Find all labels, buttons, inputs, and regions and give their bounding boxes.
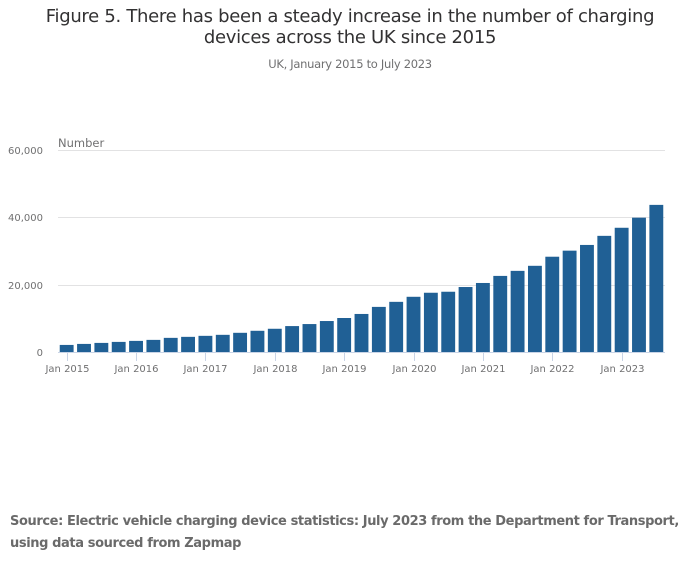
source-note: Source: Electric vehicle charging device… <box>10 514 679 551</box>
bar[interactable]: Apr 2016: 3,600 <box>146 339 161 352</box>
bar[interactable]: Oct 2017: 6,300 <box>250 330 265 352</box>
bar[interactable]: Jan 2016: 3,300 <box>129 340 143 352</box>
bar[interactable]: Jul 2015: 2,700 <box>94 342 109 352</box>
bar[interactable]: Apr 2023: 39,900 <box>632 217 646 352</box>
bar[interactable]: Apr 2017: 5,100 <box>215 334 230 352</box>
x-tick-label: Jan 2023 <box>599 364 644 375</box>
x-tick-label: Jan 2018 <box>252 364 297 375</box>
bar[interactable]: Jul 2020: 17,900 <box>441 291 456 352</box>
x-tick-label: Jan 2020 <box>391 364 436 375</box>
bars: Jan 2015: 2,100Apr 2015: 2,400Jul 2015: … <box>59 204 664 352</box>
bar[interactable]: Apr 2019: 11,300 <box>354 313 369 352</box>
y-tick-label: 0 <box>37 348 43 359</box>
x-tick-label: Jan 2022 <box>529 364 574 375</box>
bar[interactable]: Jan 2015: 2,100 <box>59 344 74 352</box>
y-tick-label: 40,000 <box>8 213 43 224</box>
bar[interactable]: Jul 2017: 5,700 <box>233 332 248 352</box>
bar[interactable]: Jan 2023: 36,900 <box>614 227 629 352</box>
chart-title-line-2: devices across the UK since 2015 <box>203 27 497 48</box>
bar[interactable]: Oct 2016: 4,500 <box>181 336 195 352</box>
bar[interactable]: Jan 2017: 4,800 <box>198 335 213 352</box>
bar[interactable]: Oct 2020: 19,300 <box>458 287 473 352</box>
y-tick-label: 60,000 <box>8 146 43 157</box>
bar-chart: 0 20,000 40,000 60,000 Number Jan 2015: 2,1… <box>8 136 665 375</box>
bar[interactable]: Oct 2019: 14,900 <box>389 301 404 352</box>
bar[interactable]: Oct 2015: 3,000 <box>111 341 126 352</box>
x-tick-label: Jan 2015 <box>44 364 89 375</box>
bar[interactable]: Jul 2022: 31,800 <box>580 244 594 352</box>
bar[interactable]: Jul 2021: 24,100 <box>510 270 525 352</box>
x-tick-label: Jan 2017 <box>182 364 227 375</box>
y-tick-label: 20,000 <box>8 281 43 292</box>
bar[interactable]: Jul 2018: 8,300 <box>302 324 317 352</box>
x-tick-label: Jan 2016 <box>113 364 158 375</box>
bar[interactable]: Jan 2018: 6,900 <box>267 328 282 352</box>
x-tick-label: Jan 2021 <box>460 364 505 375</box>
bar[interactable]: Jan 2022: 28,300 <box>545 256 560 352</box>
bar[interactable]: Oct 2021: 25,600 <box>527 265 542 352</box>
chart-title-line-1: Figure 5. There has been a steady increa… <box>45 6 655 27</box>
bar[interactable]: Oct 2018: 9,200 <box>319 321 334 352</box>
bar[interactable]: Jul 2016: 4,200 <box>163 337 178 352</box>
x-tick-label: Jan 2019 <box>321 364 366 375</box>
bar[interactable]: Apr 2022: 30,100 <box>562 250 577 352</box>
chart-subtitle: UK, January 2015 to July 2023 <box>268 57 432 71</box>
bar[interactable]: Apr 2021: 22,600 <box>493 275 508 352</box>
y-axis-label: Number <box>58 136 104 150</box>
bar[interactable]: Apr 2018: 7,700 <box>285 326 300 352</box>
chart-title: Figure 5. There has been a steady increa… <box>0 6 700 48</box>
x-axis-ticks: Jan 2015 Jan 2016 Jan 2017 Jan 2018 Jan 2019… <box>44 353 645 375</box>
bar[interactable]: Apr 2020: 17,600 <box>423 292 438 352</box>
bar[interactable]: Oct 2022: 34,500 <box>597 235 612 352</box>
bar[interactable]: Jan 2021: 20,500 <box>475 282 490 352</box>
bar[interactable]: Apr 2015: 2,400 <box>77 343 91 352</box>
bar[interactable]: Jul 2019: 13,400 <box>371 306 386 352</box>
bar[interactable]: Jan 2019: 10,100 <box>337 318 352 352</box>
y-axis-ticks: 0 20,000 40,000 60,000 <box>8 146 43 359</box>
bar[interactable]: Jan 2020: 16,400 <box>406 296 421 352</box>
bar[interactable]: Jul 2023: 43,700 <box>649 204 664 352</box>
